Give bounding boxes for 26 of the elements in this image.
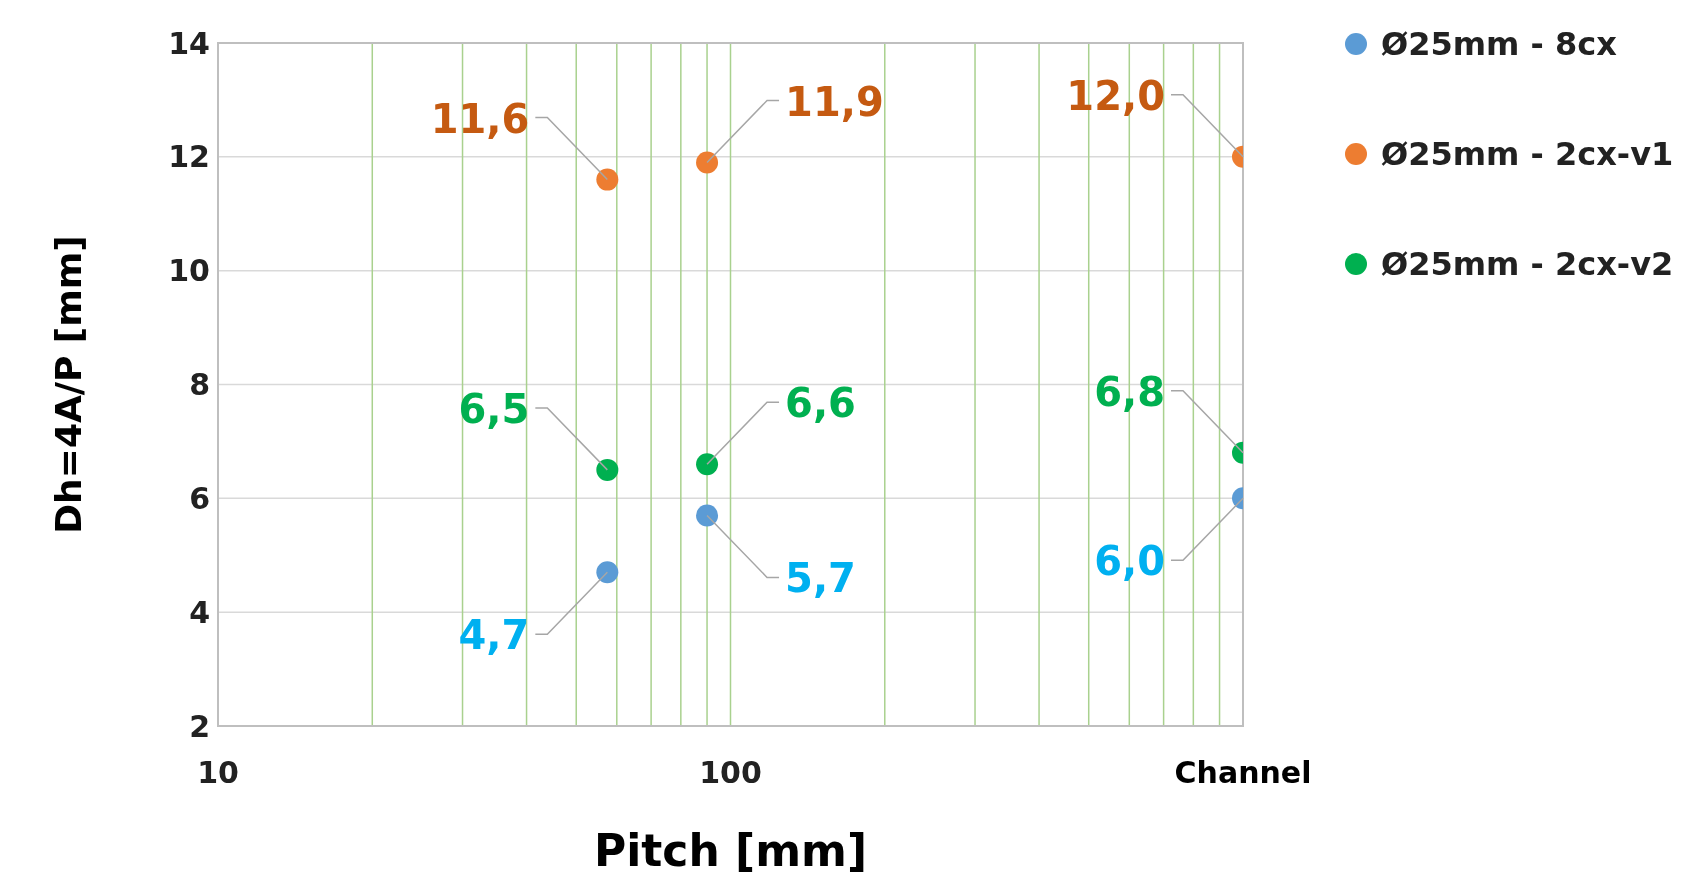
legend-label: Ø25mm - 2cx-v1	[1381, 135, 1674, 173]
data-label: 11,9	[785, 78, 884, 125]
y-tick-label: 4	[189, 594, 210, 630]
point	[596, 168, 619, 191]
point	[596, 561, 619, 584]
x-tick-label: Channel	[1174, 754, 1312, 790]
legend-label: Ø25mm - 8cx	[1381, 25, 1617, 63]
y-tick-label: 10	[168, 253, 210, 289]
legend-label: Ø25mm - 2cx-v2	[1381, 245, 1674, 283]
y-tick-label: 14	[168, 25, 210, 61]
y-axis-title: Dh=4A/P [mm]	[47, 235, 89, 534]
data-label: 12,0	[1066, 72, 1165, 119]
data-label: 5,7	[785, 555, 856, 602]
x-axis-title: Pitch [mm]	[593, 825, 868, 876]
y-tick-label: 8	[189, 367, 210, 403]
x-tick-label: 100	[699, 754, 762, 790]
data-label: 6,8	[1094, 368, 1165, 415]
y-tick-label: 2	[189, 708, 210, 744]
data-label: 11,6	[430, 95, 530, 142]
point	[596, 458, 619, 481]
data-label: 6,6	[785, 380, 856, 427]
data-label: 6,5	[458, 385, 530, 432]
data-label: 6,0	[1094, 538, 1165, 585]
y-tick-label: 12	[168, 139, 210, 175]
y-tick-label: 6	[189, 480, 210, 516]
data-label: 4,7	[458, 612, 530, 659]
